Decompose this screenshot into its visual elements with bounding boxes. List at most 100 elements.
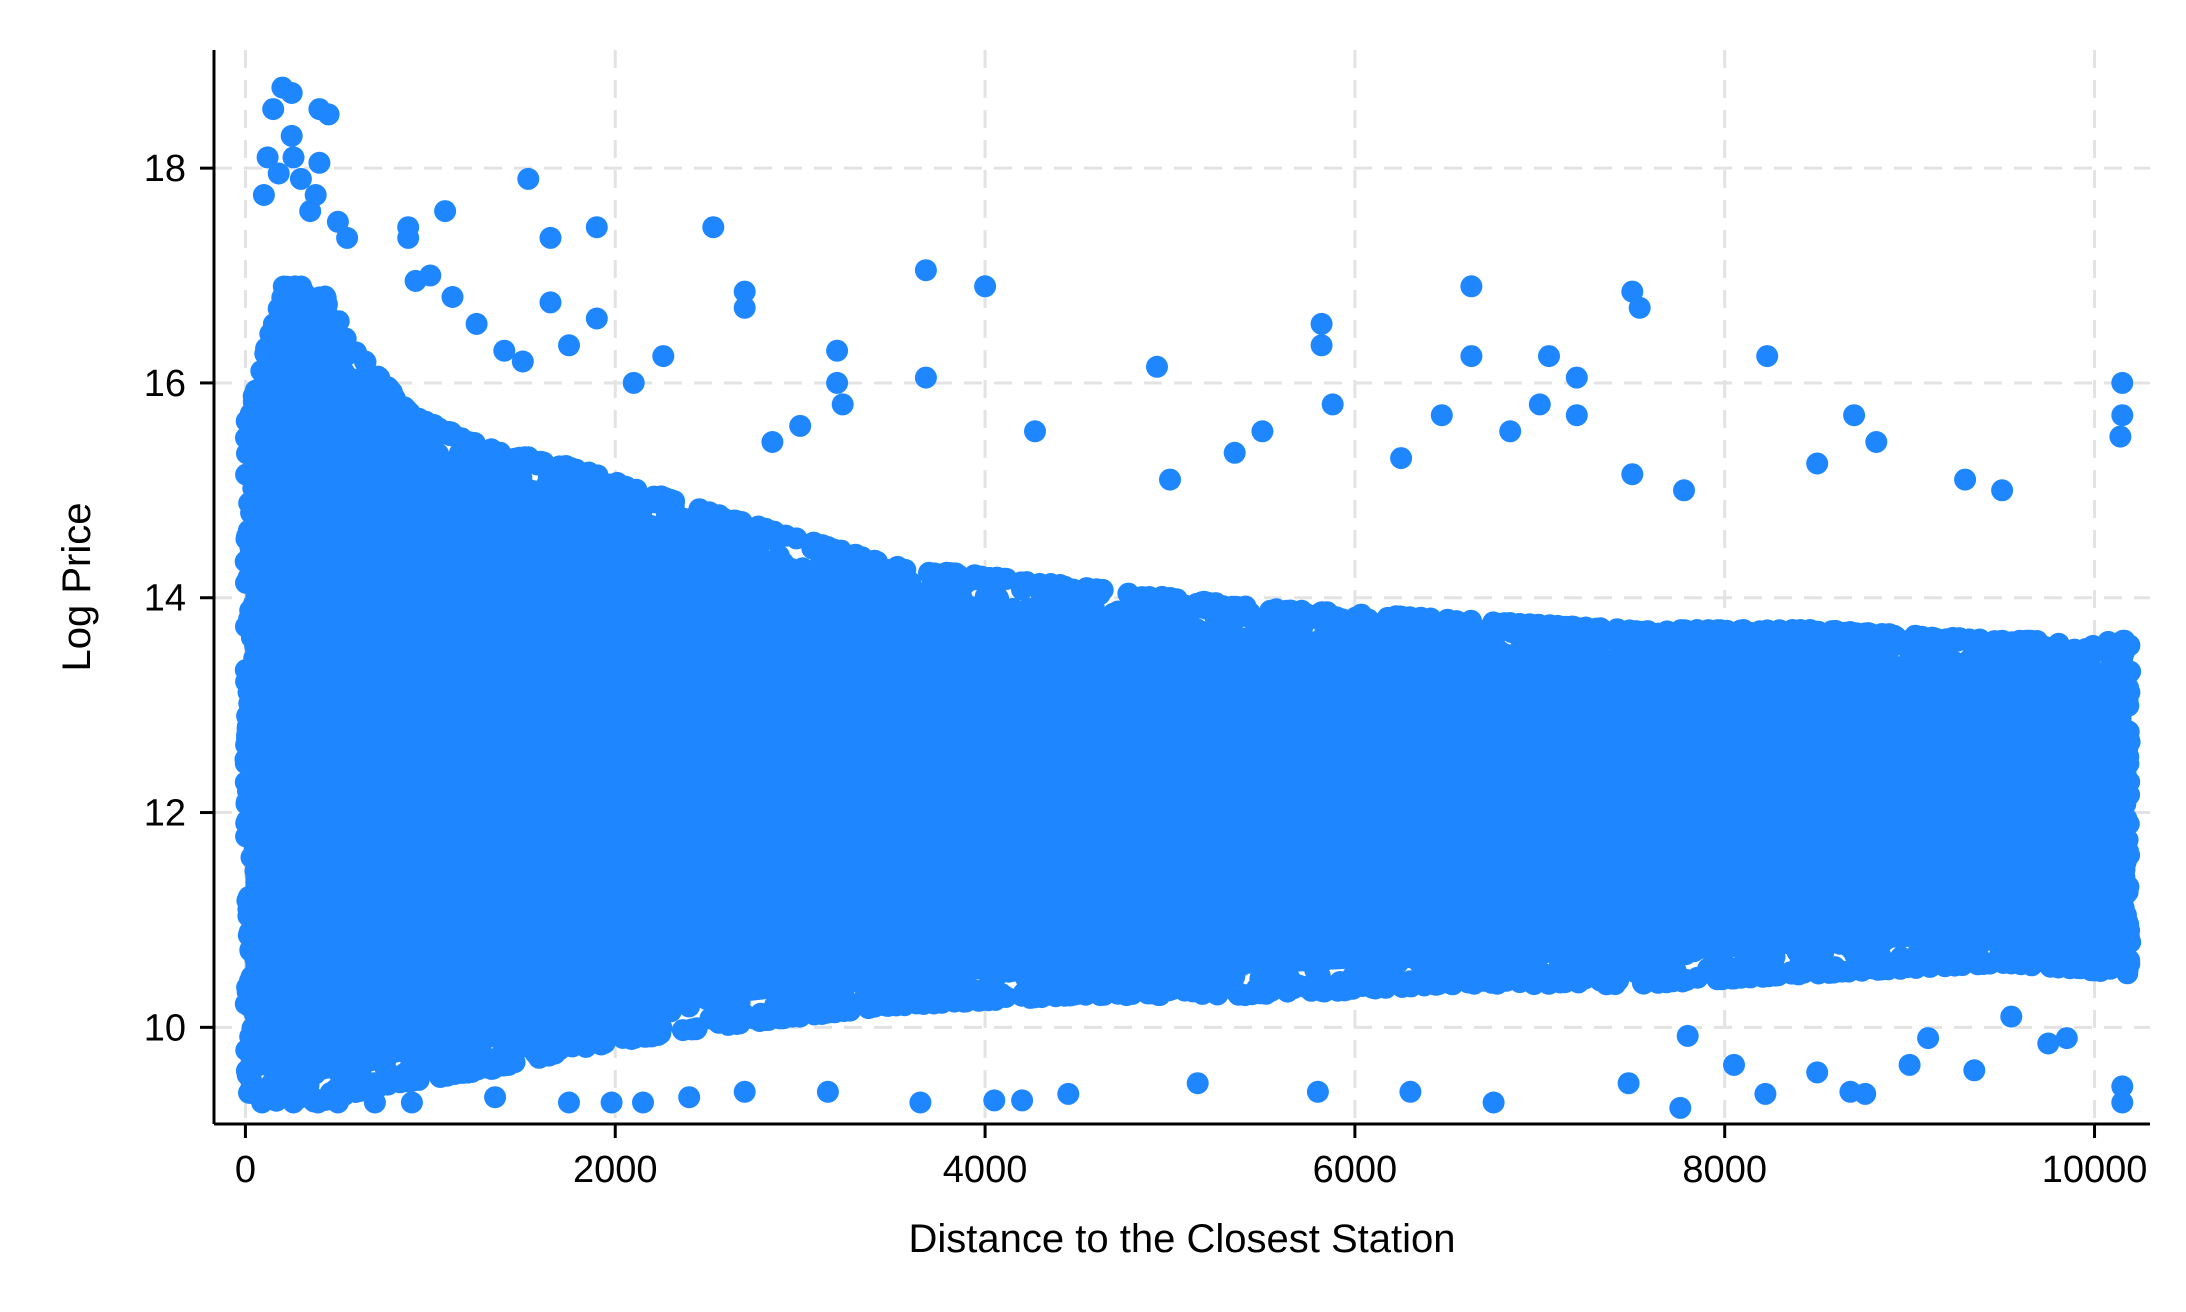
- scatter-point: [2011, 932, 2034, 955]
- scatter-point: [1228, 947, 1251, 970]
- scatter-point: [272, 311, 295, 334]
- scatter-point: [728, 1012, 751, 1035]
- outlier-point: [1991, 479, 2014, 502]
- scatter-point: [2114, 883, 2137, 906]
- scatter-point: [239, 402, 262, 425]
- outlier-point: [1499, 420, 1522, 443]
- axis-ticks: 0 2000 4000 6000 8000 10000 10 12 14 16 18: [144, 148, 2148, 1191]
- y-tick-label: 18: [144, 148, 186, 190]
- scatter-point: [2113, 840, 2136, 863]
- scatter-point: [478, 1016, 500, 1039]
- scatter-point: [510, 466, 533, 489]
- scatter-point: [242, 421, 265, 444]
- scatter-point: [2061, 924, 2084, 946]
- outlier-point: [1865, 431, 1888, 453]
- scatter-point: [237, 1062, 260, 1085]
- outlier-point: [826, 339, 849, 362]
- scatter-point: [927, 990, 950, 1013]
- scatter-point: [528, 497, 551, 520]
- scatter-point: [1770, 622, 1793, 645]
- scatter-point: [579, 1012, 602, 1035]
- scatter-point: [1786, 940, 1809, 963]
- scatter-point: [1283, 633, 1306, 656]
- scatter-point: [2114, 938, 2137, 961]
- scatter-point: [1160, 978, 1183, 1001]
- x-tick-label: 6000: [1313, 1149, 1398, 1191]
- outlier-point: [1756, 345, 1779, 368]
- scatter-point: [1686, 966, 1709, 989]
- scatter-point: [2111, 645, 2134, 668]
- scatter-point: [747, 553, 770, 576]
- scatter-point: [1326, 979, 1349, 1002]
- scatter-point: [1865, 951, 1888, 974]
- scatter-point: [240, 626, 263, 649]
- outlier-point: [434, 200, 457, 223]
- scatter-point: [1417, 941, 1440, 964]
- scatter-point: [1017, 597, 1040, 620]
- scatter-point: [242, 683, 265, 705]
- scatter-point: [1015, 571, 1038, 594]
- scatter-point: [239, 661, 262, 684]
- y-tick-label: 16: [144, 363, 186, 405]
- outlier-point: [1482, 1091, 1505, 1114]
- scatter-point: [242, 964, 264, 987]
- scatter-point: [2113, 866, 2136, 889]
- outlier-point: [465, 312, 488, 335]
- scatter-point: [1432, 963, 1455, 986]
- scatter-point: [1820, 645, 1843, 668]
- scatter-point: [1510, 628, 1533, 651]
- scatter-point: [250, 360, 273, 382]
- outlier-point: [1460, 345, 1483, 368]
- outlier-point: [1673, 479, 1695, 502]
- outlier-point: [256, 146, 279, 169]
- scatter-point: [1854, 622, 1877, 645]
- outlier-point: [761, 431, 784, 453]
- scatter-point: [1196, 639, 1219, 662]
- scatter-point: [1603, 663, 1626, 686]
- scatter-point: [1330, 614, 1353, 637]
- scatter-point: [1622, 621, 1645, 644]
- scatter-point: [650, 987, 672, 1010]
- scatter-point: [255, 337, 278, 360]
- outlier-point: [1310, 334, 1333, 357]
- scatter-point: [1316, 601, 1339, 624]
- scatter-point: [1864, 919, 1887, 942]
- scatter-point: [375, 1047, 398, 1070]
- x-tick-label: 4000: [943, 1149, 1028, 1191]
- outlier-point: [1057, 1082, 1080, 1105]
- x-tick-label: 8000: [1682, 1149, 1767, 1191]
- scatter-point: [332, 1039, 355, 1062]
- scatter-point: [2007, 950, 2030, 973]
- outlier-point: [1306, 1080, 1329, 1103]
- outlier-point: [1723, 1053, 1745, 1076]
- scatter-point: [925, 944, 947, 966]
- outlier-point: [484, 1086, 507, 1109]
- scatter-point: [580, 490, 603, 513]
- outlier-point: [733, 280, 756, 303]
- scatter-point: [244, 792, 267, 815]
- scatter-point: [1735, 965, 1758, 988]
- scatter-point: [1297, 950, 1320, 973]
- y-axis-title: Log Price: [55, 503, 99, 672]
- scatter-point: [1084, 604, 1107, 627]
- scatter-point: [1734, 942, 1757, 965]
- scatter-point: [844, 549, 867, 572]
- outlier-point: [831, 393, 854, 416]
- scatter-point: [569, 472, 592, 495]
- scatter-point: [1120, 944, 1143, 967]
- scatter-point: [1022, 941, 1045, 964]
- outlier-point: [826, 371, 849, 394]
- scatter-point: [305, 322, 328, 345]
- scatter-point: [1560, 618, 1583, 640]
- x-tick-label: 0: [235, 1149, 256, 1191]
- scatter-point: [971, 988, 994, 1011]
- outlier-point: [2037, 1032, 2060, 1055]
- scatter-point: [1862, 664, 1885, 687]
- outlier-point: [282, 146, 305, 169]
- scatter-point: [1269, 955, 1292, 977]
- scatter-point: [2045, 637, 2068, 660]
- scatter-point: [237, 566, 260, 589]
- outlier-point: [1146, 355, 1168, 378]
- outlier-point: [2111, 404, 2134, 427]
- scatter-point: [451, 1061, 474, 1084]
